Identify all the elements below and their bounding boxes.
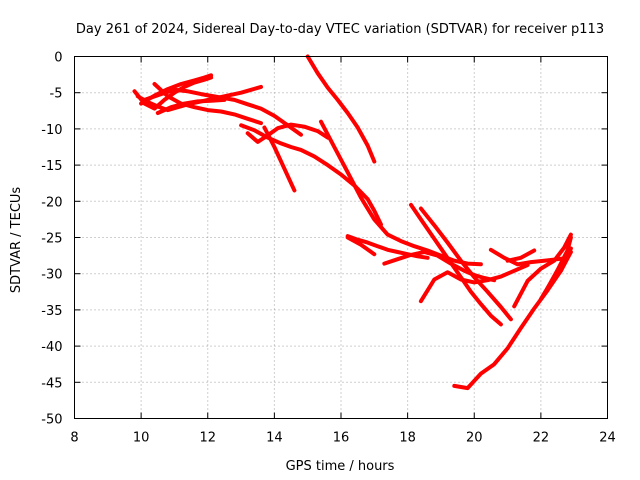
x-axis-label: GPS time / hours bbox=[286, 459, 395, 474]
series-line-arc-17 bbox=[418, 263, 530, 304]
y-tick-label: -45 bbox=[41, 376, 62, 391]
y-tick-label: -50 bbox=[41, 413, 62, 428]
series-line-arc-14 bbox=[382, 250, 497, 283]
x-tick-label: 16 bbox=[333, 431, 350, 446]
y-tick-label: 0 bbox=[54, 51, 62, 66]
y-tick-label: -15 bbox=[41, 159, 62, 174]
plot-frame bbox=[74, 56, 608, 419]
grid bbox=[74, 56, 608, 419]
series-line-arc-11 bbox=[319, 119, 483, 267]
series-line-arc-1 bbox=[132, 75, 214, 111]
y-tick-label: -30 bbox=[41, 268, 62, 283]
x-tick-label: 22 bbox=[533, 431, 550, 446]
series-line-arc-10 bbox=[305, 54, 377, 164]
y-tick-label: -5 bbox=[50, 87, 63, 102]
chart-title: Day 261 of 2024, Sidereal Day-to-day VTE… bbox=[76, 22, 604, 37]
y-tick-label: -20 bbox=[41, 195, 62, 210]
series-line-arc-4 bbox=[142, 87, 303, 137]
x-tick-label: 14 bbox=[266, 431, 283, 446]
x-tick-label: 8 bbox=[70, 431, 78, 446]
series-line-arc-5 bbox=[152, 82, 263, 126]
series-line-arc-13 bbox=[345, 235, 377, 257]
series-line-arc-20 bbox=[512, 232, 573, 309]
series-line-arc-9 bbox=[262, 125, 297, 193]
series-line-arc-23 bbox=[545, 235, 573, 291]
y-tick-label: -40 bbox=[41, 340, 62, 355]
y-tick-label: -10 bbox=[41, 123, 62, 138]
series-line-arc-7 bbox=[245, 122, 330, 144]
series-line-arc-16 bbox=[418, 206, 513, 322]
x-tick-label: 24 bbox=[599, 431, 616, 446]
y-tick-label: -35 bbox=[41, 304, 62, 319]
y-axis-label: SDTVAR / TECUs bbox=[9, 187, 24, 294]
x-tick-label: 10 bbox=[133, 431, 150, 446]
y-tick-label: -25 bbox=[41, 232, 62, 247]
data-series bbox=[132, 54, 573, 391]
axis-ticks: 8 10 12 14 16 18 20 22 24 0 -5 -10 -15 -20 -25 -30 -35 -4… bbox=[41, 51, 616, 446]
x-tick-label: 18 bbox=[399, 431, 416, 446]
x-tick-label: 20 bbox=[466, 431, 483, 446]
x-tick-label: 12 bbox=[199, 431, 216, 446]
series-line-arc-15 bbox=[409, 202, 503, 327]
series-line-arc-21 bbox=[505, 248, 537, 263]
series-line-arc-6 bbox=[155, 97, 227, 115]
